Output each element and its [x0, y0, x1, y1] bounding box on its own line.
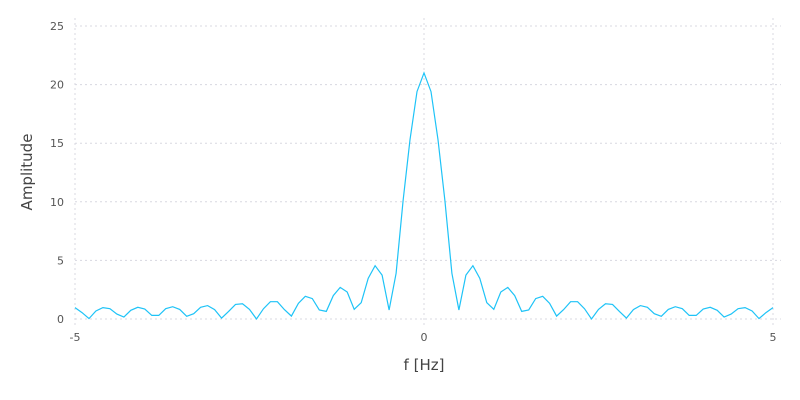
y-tick-label: 10 [50, 196, 64, 209]
y-tick-label: 25 [50, 20, 64, 33]
y-tick-label: 15 [50, 137, 64, 150]
x-tick-label: 5 [770, 331, 777, 344]
tick-labels: 0 5 10 15 20 25 -5 0 5 [50, 20, 777, 344]
y-tick-label: 20 [50, 79, 64, 92]
series-line [74, 71, 774, 321]
y-axis-label: Amplitude [18, 134, 36, 211]
x-tick-label: -5 [70, 331, 81, 344]
y-tick-label: 0 [57, 313, 64, 326]
grid [74, 18, 781, 325]
x-axis-label: f [Hz] [404, 356, 445, 374]
y-tick-label: 5 [57, 254, 64, 267]
x-tick-label: 0 [421, 331, 428, 344]
